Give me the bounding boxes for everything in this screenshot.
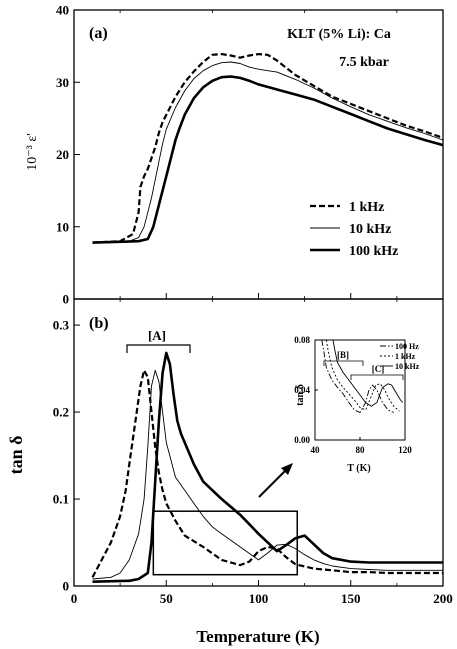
inset-xtick-label: 40 bbox=[311, 445, 321, 455]
zoom-arrow-head bbox=[281, 463, 293, 475]
inset-xtick-label: 120 bbox=[398, 445, 412, 455]
panel-b-xtick-label: 50 bbox=[160, 591, 173, 606]
inset-series-1-khz bbox=[325, 340, 400, 412]
panel-b-xtick-label: 100 bbox=[249, 591, 269, 606]
panel-a-series-100-khz bbox=[92, 75, 444, 244]
legend-label-10-khz: 10 kHz bbox=[349, 222, 391, 237]
legend-label-1-khz: 1 kHz bbox=[349, 200, 384, 215]
inset-ytick-label: 0.08 bbox=[294, 335, 310, 345]
panel-b-ytick-label: 0.1 bbox=[53, 492, 69, 507]
inset-legend-label-10-khz: 10 kHz bbox=[395, 362, 420, 371]
inset-legend-label-100-hz: 100 Hz bbox=[395, 342, 419, 351]
inset-ylabel: tan δ bbox=[295, 384, 306, 406]
inset-legend-label-1-khz: 1 kHz bbox=[395, 352, 416, 361]
panel-b-series-10-khz bbox=[92, 369, 443, 580]
panel-a-ytick-label: 20 bbox=[56, 147, 69, 162]
zoom-arrow-line bbox=[258, 469, 287, 498]
inset-bracket-c-label: [C] bbox=[372, 364, 385, 374]
legend-label-100-khz: 100 kHz bbox=[349, 244, 398, 259]
zoom-region-box bbox=[152, 510, 298, 576]
inset-frame bbox=[314, 339, 406, 441]
annotation-material: KLT (5% Li): Ca bbox=[287, 27, 391, 42]
panel-b-ytick-label: 0.3 bbox=[53, 318, 70, 333]
bracket-a-label: [A] bbox=[148, 328, 166, 343]
inset-bracket-b bbox=[323, 360, 364, 366]
panel-a-series-1-khz bbox=[92, 52, 444, 244]
inset-xtick-label: 80 bbox=[356, 445, 366, 455]
inset-series-10-khz bbox=[332, 340, 404, 407]
inset-bracket-c bbox=[350, 374, 404, 380]
panel-a-ylabel: 10⁻³ ε' bbox=[25, 133, 40, 171]
panel-b-ytick-label: 0 bbox=[63, 579, 70, 594]
panel-b-ylabel: tan δ bbox=[6, 436, 26, 475]
panel-b-series-100-khz bbox=[92, 351, 443, 583]
panel-a-ytick-label: 10 bbox=[56, 219, 69, 234]
panel-b-label: (b) bbox=[89, 315, 109, 332]
bracket-a bbox=[126, 344, 191, 353]
panel-a-ytick-label: 30 bbox=[56, 75, 69, 90]
panel-a-ytick-label: 40 bbox=[56, 3, 69, 18]
inset-xlabel: T (K) bbox=[347, 463, 370, 474]
panel-a-series-10-khz bbox=[92, 61, 444, 244]
panel-b-xtick-label: 200 bbox=[433, 591, 453, 606]
panel-b-series-1-khz bbox=[91, 369, 443, 578]
panel-a: 0 10 20 30 40 1 kHz 10 kHz 100 kHz bbox=[56, 3, 444, 307]
static-text: (a) KLT (5% Li): Ca 7.5 kbar 10⁻³ ε' (b)… bbox=[6, 25, 391, 646]
inset-ytick-label: 0.00 bbox=[294, 435, 310, 445]
panel-b-xtick-label: 150 bbox=[341, 591, 361, 606]
panel-b-ytick-label: 0.2 bbox=[53, 405, 69, 420]
panel-a-label: (a) bbox=[89, 25, 108, 42]
inset-bracket-b-label: [B] bbox=[337, 350, 349, 360]
annotation-pressure: 7.5 kbar bbox=[339, 55, 389, 70]
panel-b: 0 0.1 0.2 0.3 0 50 100 150 200 bbox=[53, 298, 453, 606]
x-axis-label: Temperature (K) bbox=[196, 627, 319, 646]
panel-a-ytick-label: 0 bbox=[63, 292, 70, 307]
inset-ytick-label: 0.04 bbox=[294, 385, 310, 395]
panel-b-xtick-label: 0 bbox=[71, 591, 78, 606]
